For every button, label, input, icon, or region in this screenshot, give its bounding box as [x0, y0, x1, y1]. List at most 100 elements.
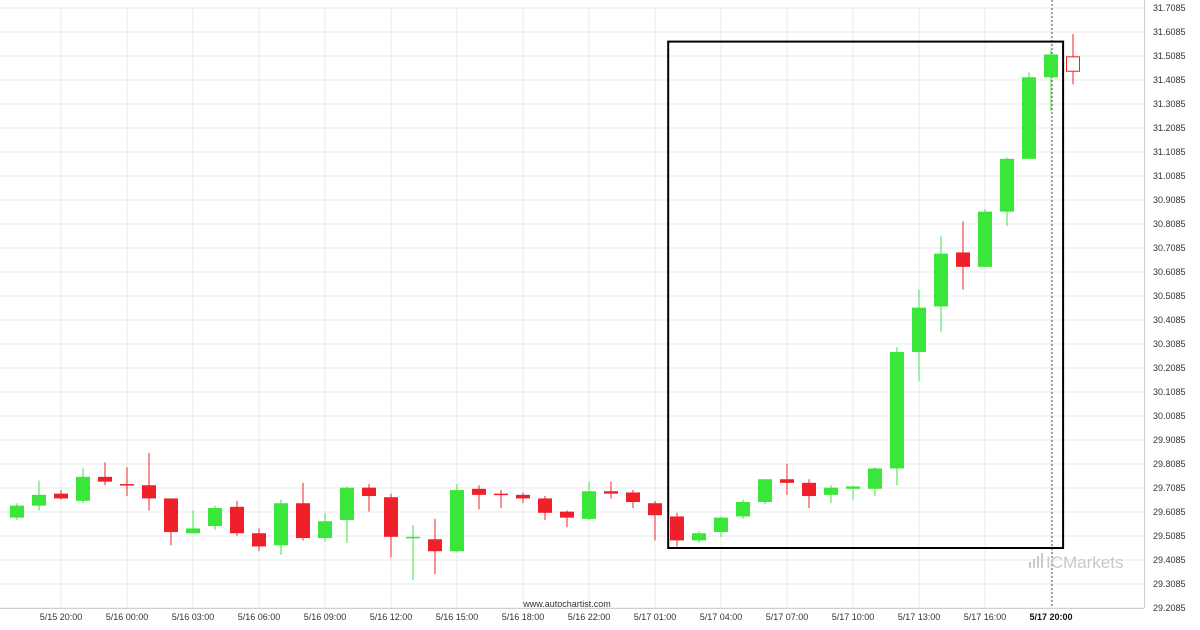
candle-body: [516, 494, 530, 499]
candle: [384, 493, 398, 558]
x-tick-label: 5/16 18:00: [502, 612, 545, 622]
bar-chart-icon: [1029, 553, 1043, 568]
y-tick-label: 29.8085: [1153, 459, 1186, 469]
candle: [846, 485, 860, 500]
candle-body: [54, 493, 68, 499]
y-axis: 31.7085 31.6085 31.5085 31.4085 31.3085 31.20…: [1144, 0, 1186, 613]
pattern-box: [667, 40, 1065, 549]
candle: [120, 467, 134, 497]
candle-body: [252, 533, 266, 547]
candle-body: [472, 488, 486, 495]
candle: [912, 289, 926, 381]
x-tick-label: 5/17 01:00: [634, 612, 677, 622]
candle: [98, 462, 112, 486]
candle: [230, 500, 244, 536]
x-tick-label: 5/15 20:00: [40, 612, 83, 622]
candle-body: [648, 503, 662, 516]
y-tick-label: 31.0085: [1153, 171, 1186, 181]
candle: [758, 479, 772, 505]
candle-body: [98, 476, 112, 482]
candle: [626, 490, 640, 509]
y-tick-label: 29.4085: [1153, 555, 1186, 565]
candle: [780, 463, 794, 495]
candle-body: [142, 485, 156, 499]
candle-body: [1000, 158, 1014, 212]
y-tick-label: 30.6085: [1153, 267, 1186, 277]
candle: [164, 498, 178, 546]
pattern-box-layer: [667, 40, 1065, 549]
candle: [824, 485, 838, 504]
candle-body: [538, 498, 552, 513]
candle-body: [274, 503, 288, 546]
candle: [362, 484, 376, 512]
y-tick-label: 29.7085: [1153, 483, 1186, 493]
candle-body: [1044, 54, 1058, 78]
brand-watermark: ICMarkets: [1029, 553, 1123, 572]
candle-body: [230, 506, 244, 534]
candle: [538, 496, 552, 521]
candle: [890, 347, 904, 486]
candle-body: [296, 503, 310, 539]
candle: [274, 499, 288, 555]
candle-body: [362, 487, 376, 497]
candle-body: [76, 476, 90, 501]
candle: [450, 484, 464, 553]
candle: [648, 500, 662, 541]
candle: [208, 505, 222, 530]
source-url: www.autochartist.com: [522, 599, 611, 609]
candle: [472, 485, 486, 510]
x-tick-label: 5/16 12:00: [370, 612, 413, 622]
candle-body: [758, 479, 772, 503]
candle: [692, 530, 706, 543]
candle-body: [1066, 56, 1080, 72]
candle-body: [978, 211, 992, 267]
candle: [978, 209, 992, 267]
candle-body: [494, 493, 508, 496]
candle: [10, 503, 24, 521]
y-tick-label: 31.1085: [1153, 147, 1186, 157]
candle-body: [428, 539, 442, 552]
y-tick-label: 31.3085: [1153, 99, 1186, 109]
y-tick-label: 29.5085: [1153, 531, 1186, 541]
candle-body: [670, 516, 684, 541]
y-tick-label: 31.5085: [1153, 51, 1186, 61]
candle: [802, 479, 816, 509]
candle-body: [406, 536, 420, 539]
candle: [186, 510, 200, 534]
candle-body: [384, 497, 398, 537]
candle: [1066, 34, 1080, 85]
x-tick-label: 5/16 03:00: [172, 612, 215, 622]
y-tick-label: 31.6085: [1153, 27, 1186, 37]
candle-body: [780, 479, 794, 483]
candle-body: [736, 502, 750, 517]
y-tick-label: 29.3085: [1153, 579, 1186, 589]
candle: [142, 452, 156, 511]
x-tick-label: 5/17 10:00: [832, 612, 875, 622]
candle-body: [340, 487, 354, 521]
x-tick-label: 5/16 09:00: [304, 612, 347, 622]
candle-body: [868, 468, 882, 489]
candle-body: [560, 511, 574, 518]
candle: [1022, 72, 1036, 159]
candle: [32, 480, 46, 511]
candle-body: [956, 252, 970, 267]
candles: [10, 34, 1080, 581]
candle-body: [846, 486, 860, 489]
candle: [296, 482, 310, 541]
candle: [604, 481, 618, 499]
candle: [670, 512, 684, 547]
x-tick-label: 5/16 06:00: [238, 612, 281, 622]
y-tick-label: 30.4085: [1153, 315, 1186, 325]
candle-body: [120, 484, 134, 486]
x-axis: 5/15 20:00 5/16 00:00 5/16 03:00 5/16 06:00…: [0, 608, 1144, 622]
y-tick-label: 30.9085: [1153, 195, 1186, 205]
candle-body: [912, 307, 926, 353]
candle: [516, 492, 530, 504]
candle-body: [692, 533, 706, 541]
candle-body: [32, 494, 46, 506]
candle-body: [318, 521, 332, 539]
y-tick-label: 29.2085: [1153, 603, 1186, 613]
candle: [428, 518, 442, 575]
candle-body: [824, 487, 838, 495]
y-tick-label: 30.5085: [1153, 291, 1186, 301]
